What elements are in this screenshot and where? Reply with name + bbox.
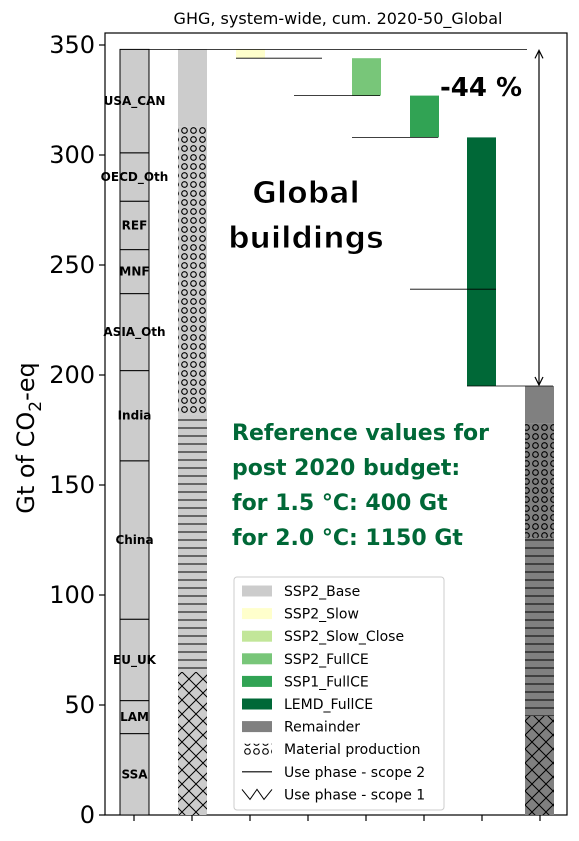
legend-swatch <box>242 653 272 665</box>
y-axis: 0 50 100 150 200 250 300 350 <box>49 31 105 829</box>
region-label: LAM <box>120 710 149 724</box>
y-tick-label: 150 <box>49 471 95 499</box>
material-segment <box>178 126 207 415</box>
legend-label: LEMD_FullCE <box>284 697 373 713</box>
region-segment <box>119 460 150 620</box>
legend-label: SSP1_FullCE <box>284 674 369 690</box>
legend-label: Material production <box>284 742 421 758</box>
legend-items: SSP2_Base SSP2_Slow SSP2_Slow_Close SSP2_Fu… <box>241 584 425 803</box>
y-tick-label: 0 <box>80 801 95 829</box>
legend-swatch <box>242 630 272 642</box>
legend-swatch <box>242 608 272 620</box>
legend-swatch <box>242 585 272 597</box>
region-segment <box>119 618 150 702</box>
legend-label: SSP2_Slow_Close <box>284 629 404 645</box>
y-tick-label: 200 <box>49 361 95 389</box>
reduction-arrow-head-top <box>534 49 544 59</box>
step-bar <box>236 49 265 59</box>
legend: SSP2_Base SSP2_Slow SSP2_Slow_Close SSP2_Fu… <box>233 576 445 811</box>
region-label: EU_UK <box>113 653 157 668</box>
overlay-title-line-2: buildings <box>228 221 384 256</box>
legend-box <box>233 576 445 811</box>
legend-swatch <box>242 675 272 687</box>
step-bar <box>352 58 381 96</box>
region-segment <box>119 700 150 735</box>
step-bar <box>467 137 496 290</box>
scope1-segment <box>178 672 207 815</box>
base-stack-bar <box>178 49 207 815</box>
reference-note: Reference values for post 2020 budget: f… <box>232 421 489 551</box>
region-segment <box>119 249 150 295</box>
legend-label: Use phase - scope 2 <box>284 765 425 781</box>
step-bar <box>410 95 439 138</box>
region-label: REF <box>122 218 148 232</box>
plot-frame <box>104 32 568 816</box>
y-tick-label: 50 <box>64 691 95 719</box>
legend-label: SSP2_FullCE <box>284 652 369 668</box>
region-segment <box>119 733 150 816</box>
plot-area: 0 50 100 150 200 250 300 350 SSA LAM EU_UK China In… <box>49 31 568 829</box>
remainder-segment <box>525 386 554 424</box>
x-axis-ticks <box>133 815 541 821</box>
overlay-title-line-1: Global <box>252 176 360 211</box>
reference-note-line-4: for 2.0 °C: 1150 Gt <box>232 526 463 551</box>
scope1-segment <box>525 716 554 815</box>
chart-marks: SSA LAM EU_UK China India ASIA_Oth MNF REF OECD_… <box>101 48 554 816</box>
y-tick-label: 300 <box>49 141 95 169</box>
y-tick-label: 250 <box>49 251 95 279</box>
reference-note-line-1: Reference values for <box>232 421 489 446</box>
y-tick-label: 350 <box>49 31 95 59</box>
remainder-segment <box>178 49 207 127</box>
final-stack-bar <box>525 386 554 815</box>
scope2-segment <box>525 537 554 716</box>
scope2-segment <box>178 414 207 672</box>
legend-label: SSP2_Slow <box>284 607 359 623</box>
region-segment <box>119 370 150 462</box>
region-label: USA_CAN <box>104 94 166 109</box>
legend-label: SSP2_Base <box>284 584 360 600</box>
reduction-label: -44 % <box>440 73 522 103</box>
reduction-arrow-head-bottom <box>534 376 544 387</box>
step-bar <box>467 289 496 386</box>
material-segment <box>525 423 554 538</box>
regions-column: SSA LAM EU_UK China India ASIA_Oth MNF REF OECD_… <box>101 48 169 816</box>
legend-swatch <box>242 721 272 733</box>
region-label: MNF <box>119 265 149 279</box>
legend-label: Remainder <box>284 720 360 736</box>
region-segment <box>119 200 150 251</box>
y-axis-label: Gt of CO2-eq <box>12 362 46 514</box>
legend-label: Use phase - scope 1 <box>284 787 425 803</box>
region-label: ASIA_Oth <box>103 325 165 340</box>
region-segment <box>119 293 150 372</box>
region-label: OECD_Oth <box>101 170 169 185</box>
overlay-title: Global buildings <box>228 176 385 257</box>
legend-swatch <box>242 743 272 755</box>
reference-note-line-2: post 2020 budget: <box>232 456 460 481</box>
y-tick-label: 100 <box>49 581 95 609</box>
chart-title: GHG, system-wide, cum. 2020-50_Global <box>174 9 503 29</box>
legend-swatch <box>241 788 273 801</box>
region-label: India <box>118 409 152 423</box>
region-label: China <box>115 533 153 547</box>
region-segment <box>119 48 150 154</box>
region-label: SSA <box>121 767 148 781</box>
legend-swatch <box>242 698 272 710</box>
reference-note-line-3: for 1.5 °C: 400 Gt <box>232 491 448 516</box>
